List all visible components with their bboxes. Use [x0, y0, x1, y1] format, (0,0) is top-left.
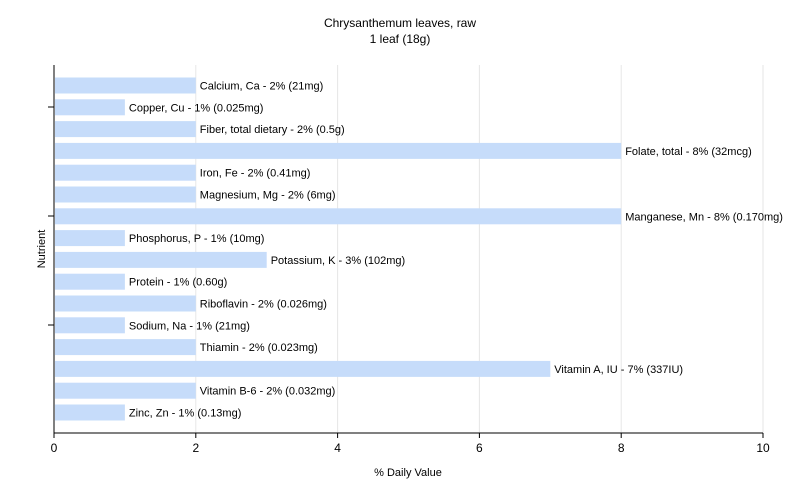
bar-7 [55, 230, 125, 247]
bar-label-9: Protein - 1% (0.60g) [129, 277, 227, 289]
x-tick-label-5: 10 [756, 441, 770, 455]
bar-label-10: Riboflavin - 2% (0.026mg) [200, 299, 327, 311]
bar-3 [55, 142, 622, 159]
bar-5 [55, 186, 196, 203]
bar-1 [55, 99, 125, 116]
chart-subtitle: 1 leaf (18g) [370, 32, 431, 46]
bar-label-11: Sodium, Na - 1% (21mg) [129, 320, 250, 332]
chart-title: Chrysanthemum leaves, raw [324, 16, 476, 30]
bar-labels: Calcium, Ca - 2% (21mg) Copper, Cu - 1% (… [129, 81, 783, 420]
bar-label-0: Calcium, Ca - 2% (21mg) [200, 81, 323, 93]
x-tick-label-0: 0 [51, 441, 58, 455]
x-tick-label-4: 8 [618, 441, 625, 455]
bar-0 [55, 77, 196, 94]
bar-9 [55, 273, 125, 290]
bar-15 [55, 404, 125, 421]
bar-label-7: Phosphorus, P - 1% (10mg) [129, 233, 265, 245]
bar-label-8: Potassium, K - 3% (102mg) [271, 255, 406, 267]
bar-label-6: Manganese, Mn - 8% (0.170mg) [625, 211, 783, 223]
bars [55, 77, 622, 421]
x-tick-label-1: 2 [192, 441, 199, 455]
bar-12 [55, 339, 196, 356]
y-axis-label: Nutrient [36, 230, 48, 269]
bar-13 [55, 360, 551, 377]
bar-11 [55, 317, 125, 334]
bar-label-12: Thiamin - 2% (0.023mg) [200, 342, 318, 354]
bar-6 [55, 208, 622, 225]
bar-4 [55, 164, 196, 181]
bar-label-13: Vitamin A, IU - 7% (337IU) [554, 364, 683, 376]
bar-14 [55, 382, 196, 399]
x-axis-label: % Daily Value [374, 467, 442, 479]
x-tick-label-2: 4 [334, 441, 341, 455]
bar-label-4: Iron, Fe - 2% (0.41mg) [200, 168, 311, 180]
bar-2 [55, 121, 196, 138]
bar-label-2: Fiber, total dietary - 2% (0.5g) [200, 124, 345, 136]
axes [48, 65, 763, 434]
bar-label-15: Zinc, Zn - 1% (0.13mg) [129, 408, 241, 420]
bar-label-5: Magnesium, Mg - 2% (6mg) [200, 190, 336, 202]
bar-10 [55, 295, 196, 312]
x-ticks: 0 2 4 6 8 10 [51, 433, 770, 455]
bar-label-14: Vitamin B-6 - 2% (0.032mg) [200, 386, 336, 398]
bar-8 [55, 251, 267, 268]
gridlines [195, 65, 764, 433]
bar-label-3: Folate, total - 8% (32mcg) [625, 146, 752, 158]
bar-label-1: Copper, Cu - 1% (0.025mg) [129, 102, 264, 114]
x-tick-label-3: 6 [476, 441, 483, 455]
